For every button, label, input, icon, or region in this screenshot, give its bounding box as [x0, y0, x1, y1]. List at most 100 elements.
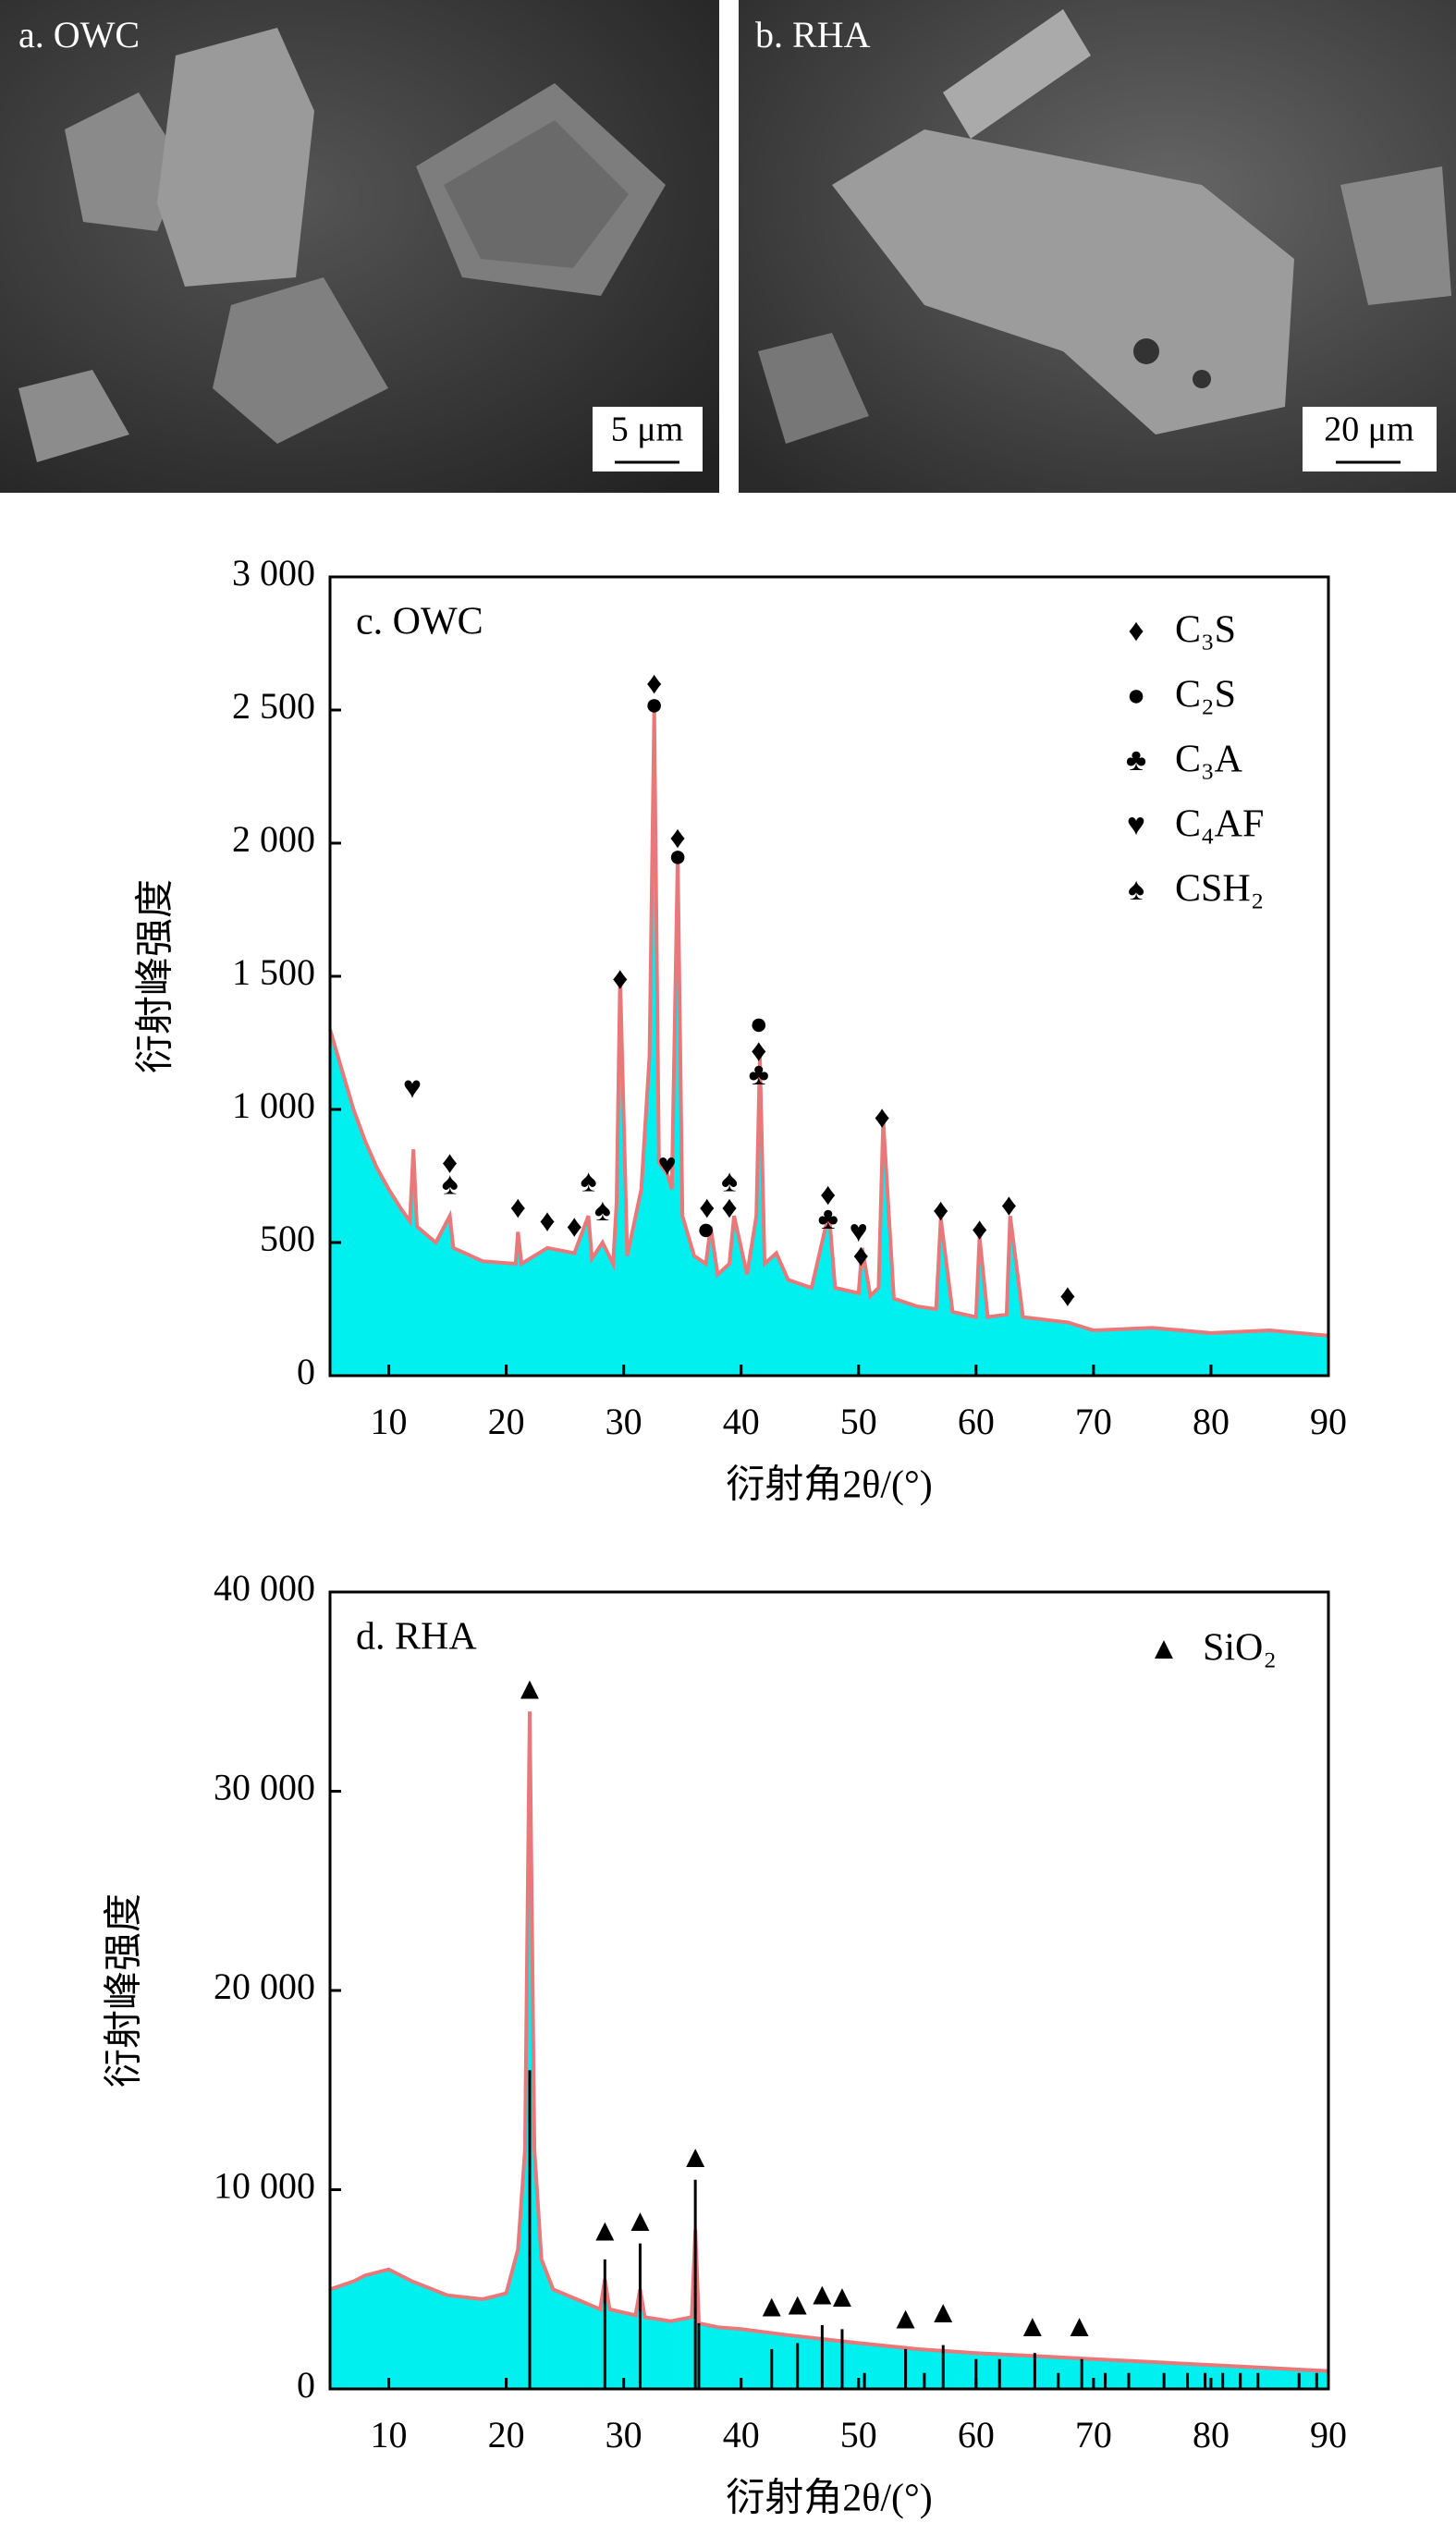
peak-marker: ♠ — [721, 1164, 738, 1198]
y-tick-label: 1 000 — [232, 1084, 315, 1126]
legend-label: C₃S — [1175, 609, 1236, 652]
panel-label: a. OWC — [18, 14, 140, 55]
peak-marker: ▲ — [514, 1672, 545, 1707]
peak-marker: ▲ — [927, 2296, 959, 2330]
legend-symbol: ♥ — [1127, 808, 1145, 842]
x-axis-title: 衍射角2θ/(°) — [726, 1464, 933, 1507]
peak-marker: ♦ — [721, 1191, 737, 1225]
pattern-area — [330, 710, 1328, 1376]
legend-label: C₂S — [1175, 674, 1236, 716]
peak-marker: ● — [696, 1212, 716, 1246]
peak-marker: ♦ — [669, 821, 685, 855]
y-axis-title: 衍射峰强度 — [104, 1893, 146, 2088]
peak-marker: ♦ — [853, 1239, 869, 1273]
peak-marker: ♠ — [594, 1194, 611, 1228]
y-tick-label: 10 000 — [214, 2165, 315, 2207]
x-tick-label: 20 — [488, 2414, 525, 2455]
sem-panel-a — [0, 0, 719, 493]
peak-marker: ♦ — [567, 1209, 582, 1243]
peak-marker: ▲ — [756, 2290, 788, 2324]
peak-marker: ● — [644, 688, 664, 722]
peak-marker: ♣ — [818, 1202, 838, 1236]
peak-marker: ♦ — [442, 1145, 458, 1180]
y-tick-label: 0 — [297, 2364, 315, 2406]
legend-symbol: ▲ — [1148, 1632, 1180, 1666]
y-tick-label: 40 000 — [214, 1567, 315, 1609]
peak-marker: ▲ — [1064, 2309, 1095, 2344]
x-tick-label: 50 — [840, 1401, 877, 1442]
legend-label: SiO₂ — [1203, 1627, 1277, 1670]
peak-marker: ♦ — [820, 1178, 836, 1212]
x-axis-title: 衍射角2θ/(°) — [726, 2478, 933, 2520]
peak-marker: ♥ — [658, 1148, 677, 1182]
x-tick-label: 30 — [606, 1401, 642, 1442]
peak-marker: ♦ — [1001, 1188, 1017, 1222]
scale-label: 20 μm — [1324, 410, 1413, 449]
legend-label: C₃A — [1175, 739, 1243, 781]
peak-marker: ♣ — [749, 1058, 769, 1092]
panel-label: b. RHA — [755, 14, 871, 55]
x-tick-label: 90 — [1310, 2414, 1347, 2455]
x-tick-label: 80 — [1193, 2414, 1230, 2455]
y-tick-label: 2 000 — [232, 818, 315, 860]
peak-marker: ▲ — [625, 2204, 656, 2238]
x-tick-label: 80 — [1193, 1401, 1230, 1442]
y-tick-label: 1 500 — [232, 951, 315, 993]
pattern-line — [328, 709, 1329, 1338]
legend-label: C₄AF — [1175, 803, 1264, 846]
peak-marker: ● — [668, 839, 688, 874]
x-tick-label: 50 — [840, 2414, 877, 2455]
panel-annotation: c. OWC — [356, 601, 483, 643]
pattern-line — [329, 1711, 1329, 2373]
x-tick-label: 20 — [488, 1401, 525, 1442]
y-tick-label: 2 500 — [232, 685, 315, 727]
x-tick-label: 10 — [371, 1401, 408, 1442]
peak-marker: ♦ — [874, 1100, 889, 1134]
peak-marker: ♥ — [403, 1072, 422, 1106]
plot-frame — [328, 1590, 1330, 2391]
x-tick-label: 40 — [723, 2414, 760, 2455]
legend-symbol: ♠ — [1128, 873, 1144, 907]
sem-panel-b — [739, 0, 1456, 493]
peak-marker: ▲ — [826, 2280, 858, 2314]
x-tick-label: 70 — [1075, 2414, 1112, 2455]
x-tick-label: 10 — [371, 2414, 408, 2455]
peak-marker: ▲ — [679, 2140, 711, 2174]
peak-marker: ♦ — [933, 1194, 948, 1228]
peak-marker: ♠ — [580, 1164, 596, 1198]
peak-marker: ▲ — [890, 2302, 922, 2336]
y-axis-title: 衍射峰强度 — [135, 879, 177, 1073]
x-tick-label: 70 — [1075, 1401, 1112, 1442]
x-tick-label: 90 — [1310, 1401, 1347, 1442]
y-tick-label: 0 — [297, 1351, 315, 1392]
legend-label: CSH₂ — [1175, 868, 1264, 911]
peak-marker: ♦ — [612, 962, 628, 997]
panel-annotation: d. RHA — [356, 1616, 477, 1659]
peak-marker: ♦ — [972, 1212, 987, 1246]
peak-marker: ♦ — [751, 1034, 766, 1068]
peak-marker: ▲ — [589, 2214, 620, 2248]
y-tick-label: 500 — [260, 1218, 315, 1259]
peak-marker: ▲ — [1017, 2309, 1048, 2344]
peak-marker: ♦ — [646, 667, 662, 701]
peak-marker: ▲ — [782, 2287, 814, 2321]
x-tick-label: 30 — [606, 2414, 642, 2455]
y-tick-label: 30 000 — [214, 1767, 315, 1808]
legend-symbol: ● — [1127, 679, 1146, 713]
peak-marker: ♥ — [850, 1215, 868, 1249]
x-tick-label: 60 — [958, 2414, 995, 2455]
peak-marker: ♦ — [539, 1205, 555, 1239]
x-tick-label: 60 — [958, 1401, 995, 1442]
legend-symbol: ♣ — [1126, 743, 1146, 778]
peak-marker: ♦ — [699, 1191, 715, 1225]
peak-marker: ▲ — [807, 2278, 838, 2312]
y-tick-label: 20 000 — [214, 1966, 315, 2007]
y-tick-label: 3 000 — [232, 552, 315, 594]
scale-label: 5 μm — [611, 410, 683, 449]
x-tick-label: 40 — [723, 1401, 760, 1442]
peak-marker: ♠ — [442, 1167, 459, 1201]
peak-marker: ♦ — [510, 1191, 526, 1225]
legend-symbol: ♦ — [1128, 614, 1144, 648]
